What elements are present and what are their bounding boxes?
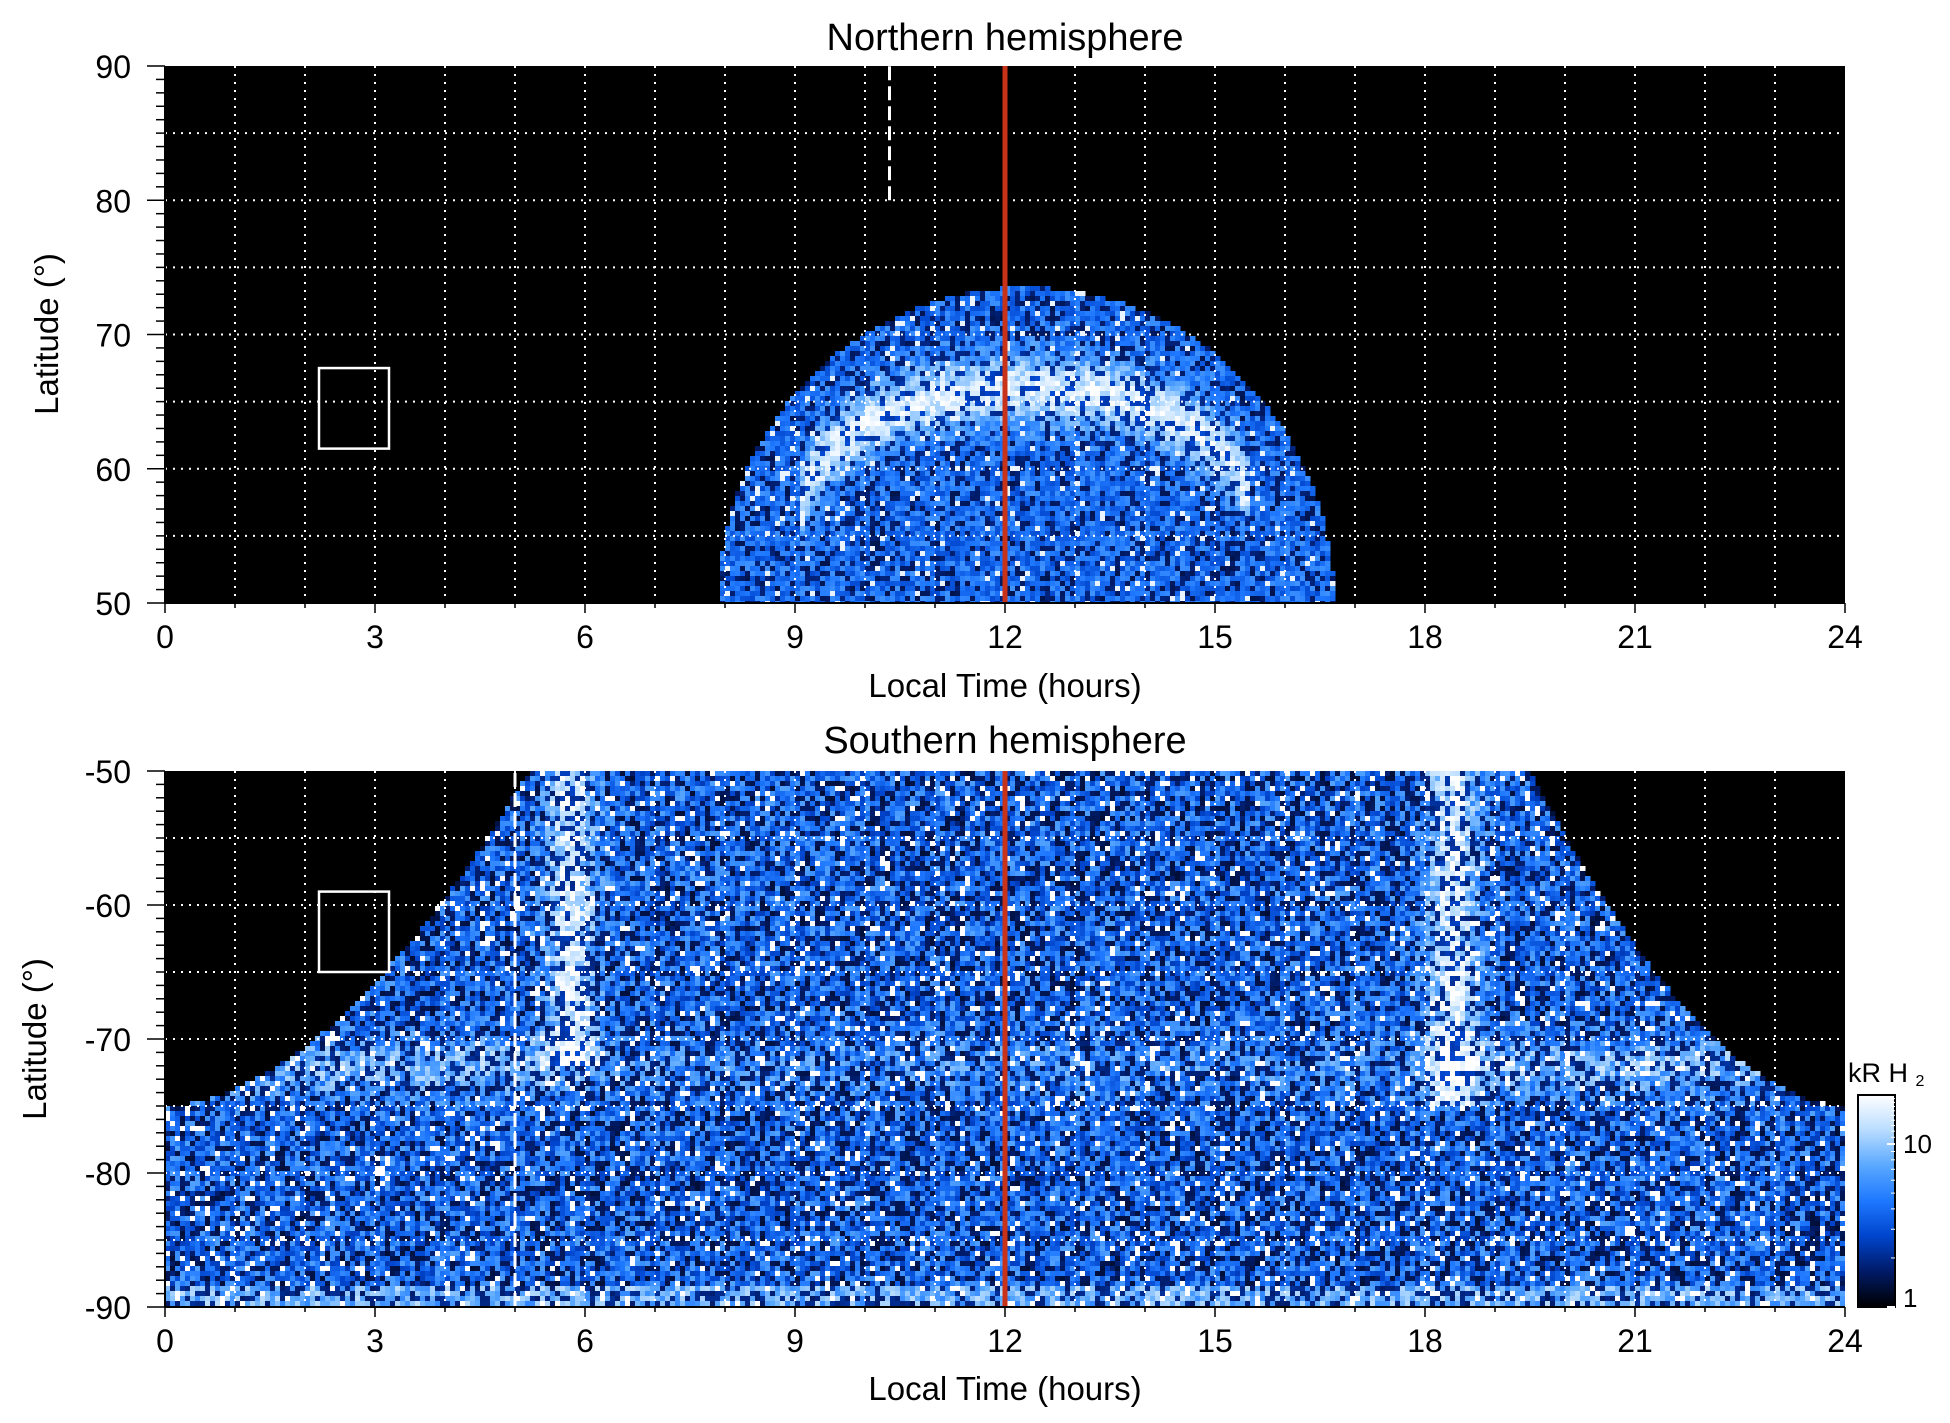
x-tick-label: 24	[1827, 1323, 1863, 1359]
colorbar-tick-label: 1	[1903, 1283, 1917, 1313]
x-tick-label: 18	[1407, 619, 1443, 655]
reference-box	[317, 366, 391, 450]
reference-box	[317, 890, 391, 974]
colorbar-tick-label: 10	[1903, 1129, 1932, 1159]
southern-axis-ticks: -90 -80 -70 -60 -50 0 3 6 9 12 15 18 21 24	[85, 754, 1863, 1359]
northern-y-axis-label: Latitude (°)	[28, 253, 65, 415]
x-tick-label: 21	[1617, 619, 1653, 655]
southern-emission-map	[165, 771, 1845, 1307]
y-tick-label: 50	[95, 586, 131, 622]
colorbar-label: kR H 2	[1848, 1058, 1925, 1090]
southern-panel-title: Southern hemisphere	[823, 720, 1186, 762]
colorbar-ticks: 1 10	[1887, 1098, 1932, 1313]
x-tick-label: 21	[1617, 1323, 1653, 1359]
y-tick-label: -90	[85, 1290, 131, 1326]
y-tick-label: 70	[95, 318, 131, 354]
x-tick-label: 15	[1197, 1323, 1233, 1359]
southern-x-axis-label: Local Time (hours)	[868, 1370, 1141, 1407]
x-tick-label: 3	[366, 1323, 384, 1359]
northern-panel-title: Northern hemisphere	[827, 17, 1184, 59]
y-tick-label: 90	[95, 49, 131, 85]
x-tick-label: 12	[987, 619, 1023, 655]
northern-overlays	[317, 66, 1008, 603]
colorbar-label-subscript: 2	[1916, 1073, 1925, 1090]
y-tick-label: -60	[85, 888, 131, 924]
northern-x-axis-label: Local Time (hours)	[868, 667, 1141, 704]
x-tick-label: 3	[366, 619, 384, 655]
x-tick-label: 6	[576, 1323, 594, 1359]
x-tick-label: 15	[1197, 619, 1233, 655]
colorbar-gradient	[1857, 1094, 1896, 1308]
colorbar-label-main: kR H	[1848, 1058, 1908, 1088]
colorbar: kR H 2 1 10	[1848, 1058, 1932, 1313]
x-tick-label: 6	[576, 619, 594, 655]
southern-overlays	[317, 771, 1008, 1307]
x-tick-label: 0	[156, 619, 174, 655]
y-tick-label: -50	[85, 754, 131, 790]
y-tick-label: -80	[85, 1156, 131, 1192]
x-tick-label: 24	[1827, 619, 1863, 655]
northern-axis-ticks: 50 60 70 80 90 0 3 6 9 12 15 18 21 24	[95, 49, 1862, 655]
x-tick-label: 18	[1407, 1323, 1443, 1359]
southern-hemisphere-panel: Southern hemisphere -90 -80 -70 -60 -50 0 3 6 9 1…	[16, 720, 1863, 1407]
northern-hemisphere-panel: Northern hemisphere 50 60 70 80 90 0 3 6 9 12 15 18…	[28, 17, 1863, 704]
x-tick-label: 9	[786, 619, 804, 655]
x-tick-label: 9	[786, 1323, 804, 1359]
x-tick-label: 0	[156, 1323, 174, 1359]
y-tick-label: -70	[85, 1022, 131, 1058]
y-tick-label: 80	[95, 183, 131, 219]
y-tick-label: 60	[95, 452, 131, 488]
southern-y-axis-label: Latitude (°)	[16, 958, 53, 1120]
x-tick-label: 12	[987, 1323, 1023, 1359]
